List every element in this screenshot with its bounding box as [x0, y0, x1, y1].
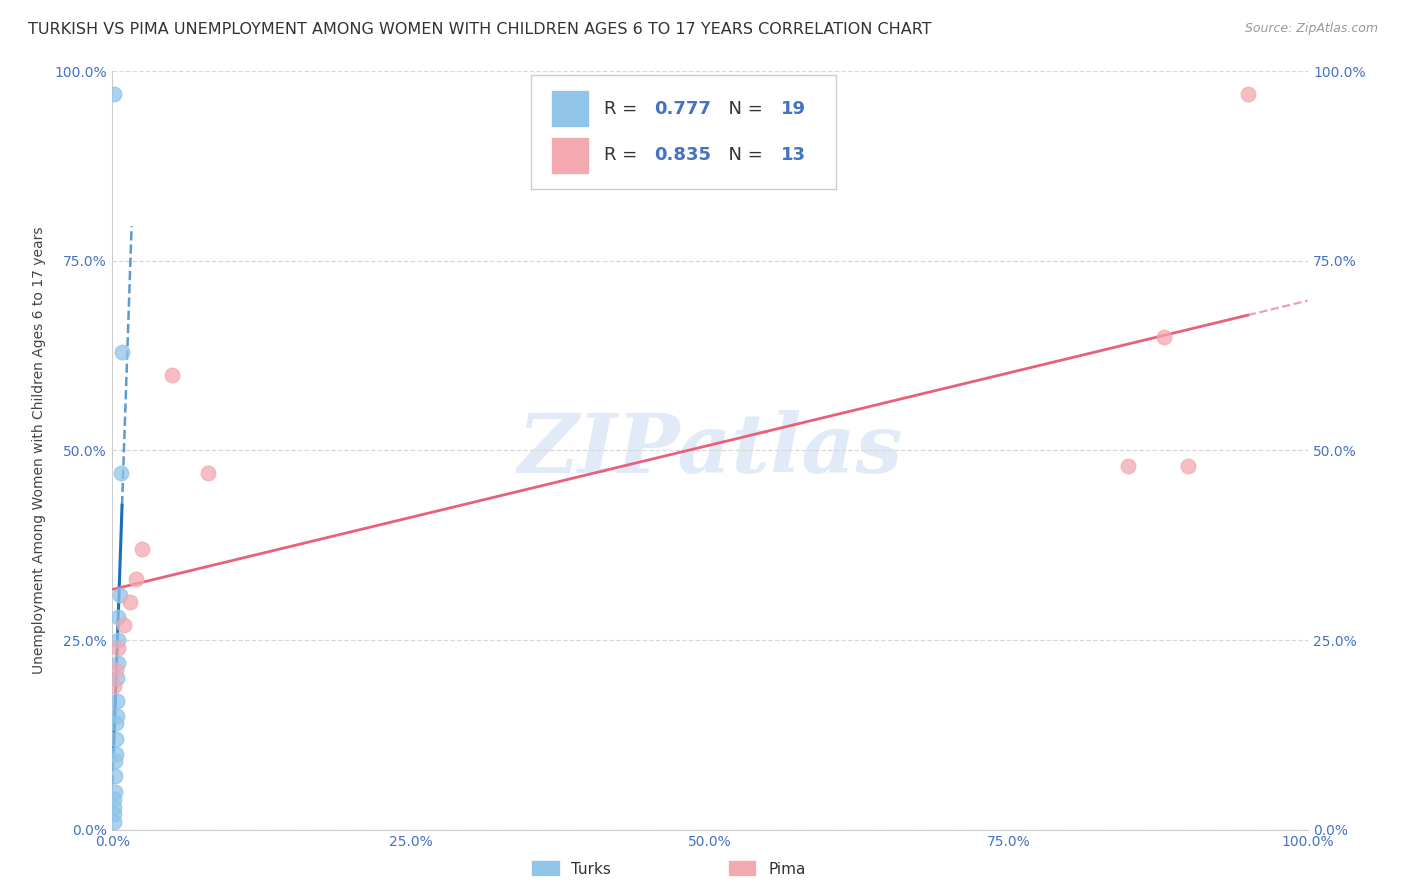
Point	[105, 708, 128, 723]
Point	[103, 800, 125, 814]
Point	[105, 694, 128, 708]
Point	[105, 664, 128, 678]
Point	[1153, 330, 1175, 344]
Text: R =: R =	[603, 146, 643, 164]
Text: Source: ZipAtlas.com: Source: ZipAtlas.com	[1244, 22, 1378, 36]
Point	[1177, 458, 1199, 473]
Point	[107, 640, 129, 655]
Point	[107, 633, 129, 648]
Text: ZIPatlas: ZIPatlas	[517, 410, 903, 491]
Text: 19: 19	[780, 100, 806, 118]
Point	[1237, 87, 1260, 102]
Point	[125, 573, 148, 587]
Bar	[531, 860, 560, 876]
Point	[162, 368, 183, 382]
Point	[1118, 458, 1140, 473]
Point	[105, 731, 128, 746]
Point	[103, 807, 125, 822]
Point	[104, 755, 127, 769]
Text: Pima: Pima	[769, 863, 806, 877]
Point	[105, 747, 128, 761]
Point	[103, 678, 125, 692]
Text: N =: N =	[717, 146, 769, 164]
Point	[103, 792, 125, 806]
Text: R =: R =	[603, 100, 643, 118]
Point	[103, 815, 125, 830]
Point	[104, 769, 127, 784]
Point	[108, 588, 131, 602]
Text: N =: N =	[717, 100, 769, 118]
FancyBboxPatch shape	[551, 137, 589, 174]
Text: 13: 13	[780, 146, 806, 164]
Point	[197, 467, 219, 481]
Text: 0.777: 0.777	[654, 100, 711, 118]
Y-axis label: Unemployment Among Women with Children Ages 6 to 17 years: Unemployment Among Women with Children A…	[32, 227, 46, 674]
Point	[107, 656, 129, 670]
Text: TURKISH VS PIMA UNEMPLOYMENT AMONG WOMEN WITH CHILDREN AGES 6 TO 17 YEARS CORREL: TURKISH VS PIMA UNEMPLOYMENT AMONG WOMEN…	[28, 22, 932, 37]
Text: 0.835: 0.835	[654, 146, 711, 164]
Point	[114, 617, 135, 632]
Point	[107, 610, 129, 624]
Point	[111, 344, 134, 359]
Point	[105, 716, 128, 731]
Point	[120, 595, 142, 609]
Bar	[728, 860, 756, 876]
FancyBboxPatch shape	[531, 75, 835, 189]
Point	[131, 542, 153, 557]
Point	[103, 87, 125, 102]
Point	[110, 467, 132, 481]
Point	[105, 671, 128, 685]
Text: Turks: Turks	[571, 863, 610, 877]
FancyBboxPatch shape	[551, 90, 589, 127]
Point	[104, 785, 127, 799]
